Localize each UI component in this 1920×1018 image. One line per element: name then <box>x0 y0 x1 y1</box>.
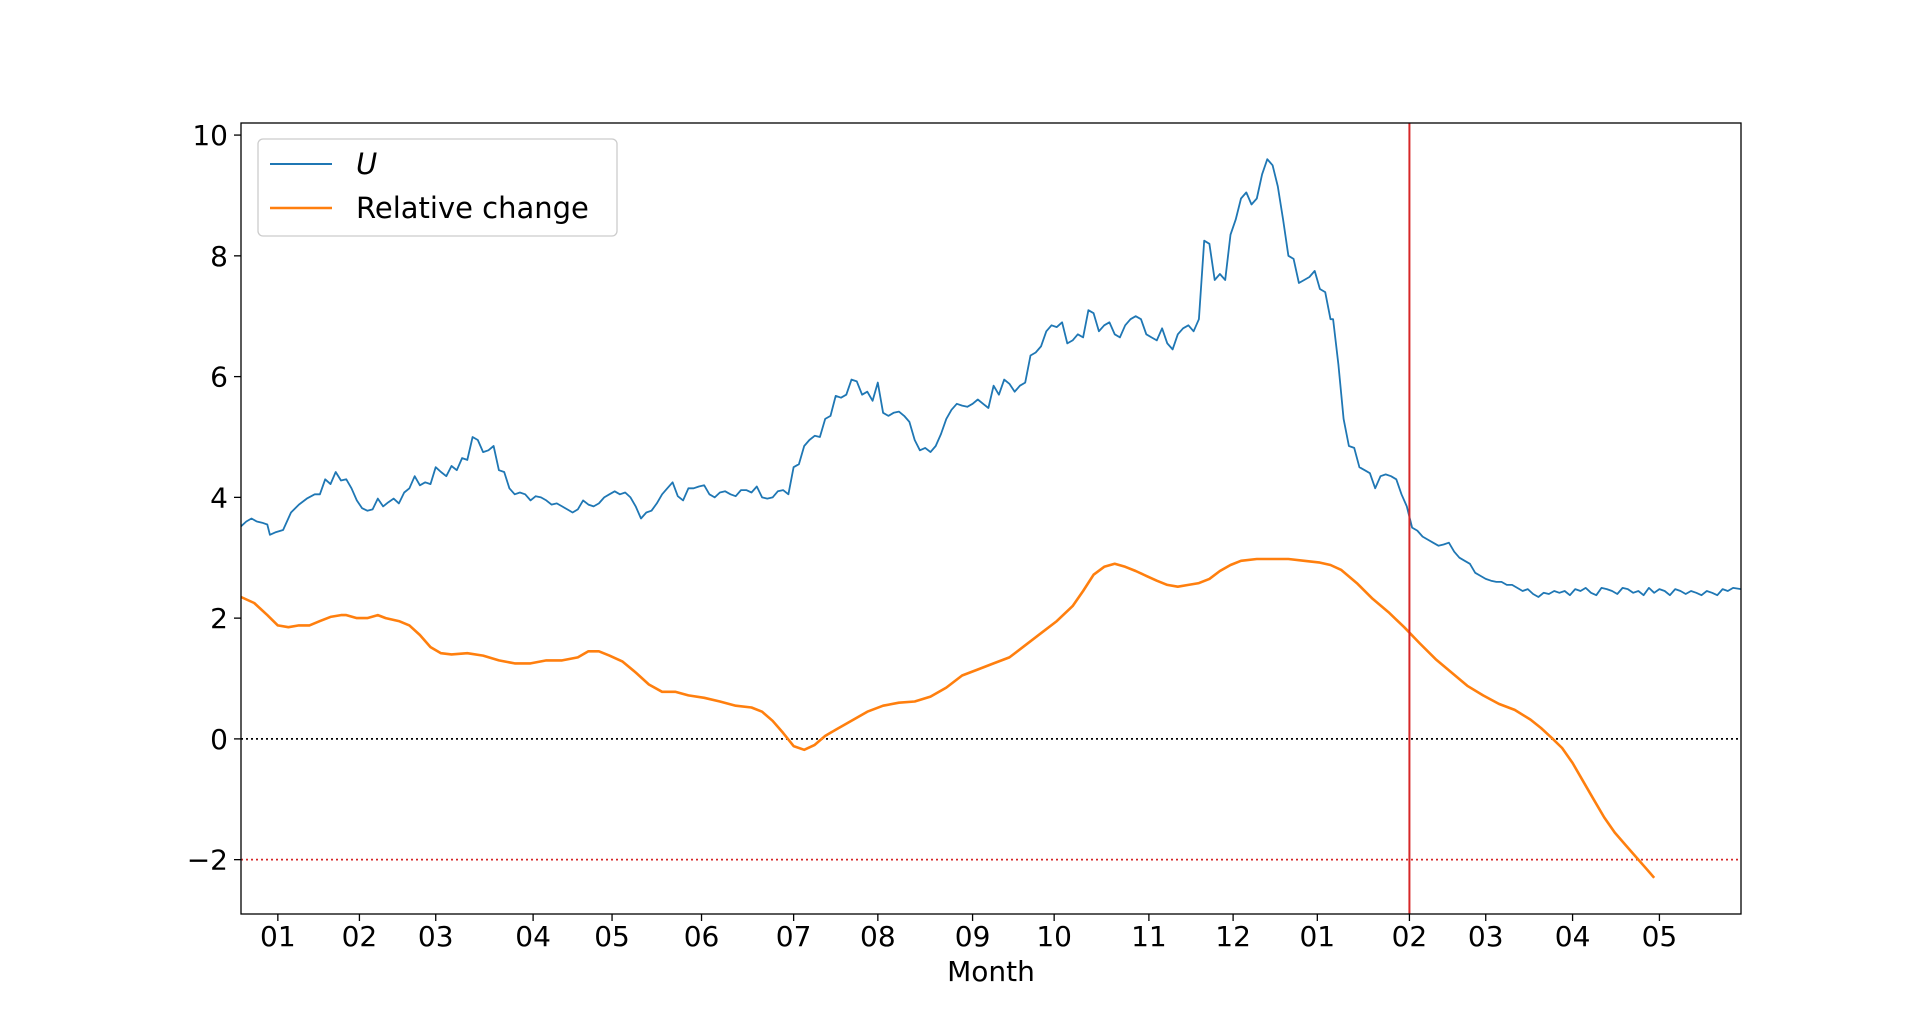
x-tick-label: 05 <box>1642 920 1678 953</box>
x-axis: 01 02 03 04 05 06 07 08 09 10 11 12 01 02 03 04 05 <box>260 914 1677 953</box>
x-tick-label: 02 <box>1392 920 1428 953</box>
y-tick-label: 0 <box>210 723 228 756</box>
x-tick-label: 01 <box>1299 920 1335 953</box>
x-tick-label: 12 <box>1215 920 1251 953</box>
reference-hlines <box>241 737 1741 861</box>
x-tick-label: 03 <box>418 920 454 953</box>
y-tick-label: −2 <box>187 844 228 877</box>
x-tick-label: 07 <box>776 920 812 953</box>
x-tick-label: 04 <box>515 920 551 953</box>
x-tick-label: 06 <box>684 920 720 953</box>
series-layer <box>241 158 1741 879</box>
y-tick-label: 4 <box>210 481 228 514</box>
series-line-u <box>241 158 1741 598</box>
x-tick-label: 04 <box>1555 920 1591 953</box>
x-tick-label: 10 <box>1036 920 1072 953</box>
y-tick-label: 10 <box>192 119 228 152</box>
y-axis: −2 0 2 4 6 8 10 <box>187 119 241 877</box>
x-tick-label: 09 <box>955 920 991 953</box>
x-tick-label: 11 <box>1131 920 1167 953</box>
x-tick-label: 02 <box>342 920 378 953</box>
y-tick-label: 8 <box>210 240 228 273</box>
plot-frame <box>240 122 1742 915</box>
y-tick-label: 6 <box>210 361 228 394</box>
legend-label-relative-change: Relative change <box>356 191 589 225</box>
series-line-relative-change <box>241 557 1656 879</box>
x-tick-label: 03 <box>1468 920 1504 953</box>
x-axis-title: Month <box>947 955 1035 988</box>
x-tick-label: 01 <box>260 920 296 953</box>
x-tick-label: 05 <box>594 920 630 953</box>
y-tick-label: 2 <box>210 602 228 635</box>
legend: U Relative change <box>257 138 618 237</box>
x-tick-label: 08 <box>860 920 896 953</box>
legend-label-u: U <box>356 147 377 181</box>
legend-box <box>257 138 618 237</box>
